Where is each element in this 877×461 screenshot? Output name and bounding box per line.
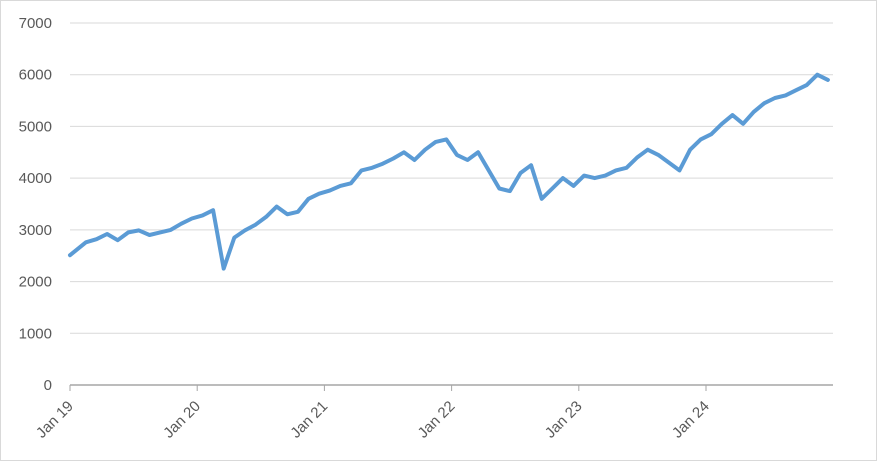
x-tick-label: Jan 22 — [415, 398, 459, 442]
data-point — [699, 137, 703, 141]
data-point — [476, 150, 480, 154]
y-tick-label: 1000 — [19, 325, 52, 342]
data-point — [603, 174, 607, 178]
data-point — [519, 171, 522, 175]
data-point — [338, 184, 342, 188]
data-point — [762, 101, 766, 105]
gridlines — [70, 22, 833, 334]
data-point — [254, 223, 257, 227]
data-point — [614, 168, 618, 172]
data-point — [550, 187, 554, 190]
data-point — [391, 157, 395, 160]
data-point — [794, 88, 798, 92]
data-point — [95, 237, 98, 241]
y-tick-labels: 0 1000 2000 3000 4000 5000 6000 7000 — [19, 15, 52, 394]
data-point — [444, 137, 448, 141]
x-tick-label: Jan 20 — [160, 398, 204, 442]
data-point — [508, 189, 512, 193]
y-tick-label: 5000 — [19, 118, 52, 135]
data-point — [84, 240, 88, 244]
x-tick-label: Jan 23 — [542, 398, 586, 442]
data-point — [360, 168, 363, 172]
x-tick-label: Jan 19 — [33, 398, 77, 442]
data-point — [243, 228, 247, 232]
series-group — [68, 72, 830, 271]
data-point — [201, 213, 204, 217]
data-point — [190, 217, 194, 220]
data-point — [805, 83, 809, 87]
data-point — [656, 153, 660, 157]
data-point — [752, 110, 756, 114]
data-point — [667, 161, 671, 165]
data-point — [328, 189, 332, 193]
data-point — [222, 267, 226, 271]
data-point — [773, 96, 777, 100]
data-point — [264, 215, 268, 219]
data-point — [232, 236, 236, 240]
data-point — [434, 140, 438, 144]
data-point — [529, 163, 533, 167]
series-line — [68, 72, 830, 271]
x-tick-label: Jan 24 — [669, 398, 713, 442]
data-point — [158, 230, 162, 234]
x-axis — [69, 384, 833, 391]
data-point — [126, 230, 130, 234]
data-point — [487, 168, 491, 172]
data-point — [466, 158, 469, 162]
data-point — [307, 197, 310, 201]
data-point — [688, 148, 692, 152]
y-tick-label: 6000 — [19, 67, 52, 84]
data-point — [720, 122, 724, 126]
y-tick-label: 3000 — [19, 222, 52, 239]
data-point — [741, 122, 745, 126]
data-point — [275, 205, 279, 209]
data-point — [116, 238, 120, 242]
data-point — [413, 158, 416, 162]
data-point — [211, 208, 215, 212]
data-point — [296, 210, 300, 214]
data-point — [105, 232, 109, 236]
data-point — [179, 222, 183, 226]
data-point — [826, 78, 830, 82]
data-point — [561, 176, 565, 180]
data-point — [317, 192, 321, 196]
data-point — [497, 187, 501, 190]
data-point — [582, 174, 586, 178]
y-tick-label: 0 — [44, 377, 52, 394]
data-point — [625, 166, 628, 170]
data-point — [169, 228, 173, 232]
data-point — [148, 233, 151, 237]
data-point — [815, 73, 819, 77]
data-point — [572, 184, 575, 188]
data-point — [349, 181, 353, 185]
data-point — [370, 166, 374, 170]
y-tick-label: 7000 — [19, 15, 52, 32]
y-tick-label: 2000 — [19, 274, 52, 291]
data-point — [455, 153, 459, 157]
data-point — [423, 148, 427, 152]
data-point — [731, 113, 734, 117]
data-point — [635, 156, 639, 159]
data-point — [68, 253, 72, 257]
data-point — [137, 228, 141, 232]
data-point — [540, 197, 544, 201]
data-point — [709, 132, 713, 136]
data-point — [646, 148, 650, 152]
y-tick-label: 4000 — [19, 170, 52, 187]
data-point — [402, 150, 406, 154]
data-point — [678, 168, 681, 172]
data-point — [593, 176, 597, 180]
data-point — [285, 212, 289, 216]
x-tick-label: Jan 21 — [287, 398, 331, 442]
x-tick-labels: Jan 19 Jan 20 Jan 21 Jan 22 Jan 23 Jan 24 — [33, 398, 713, 442]
data-point — [784, 93, 787, 97]
data-point — [381, 162, 385, 166]
